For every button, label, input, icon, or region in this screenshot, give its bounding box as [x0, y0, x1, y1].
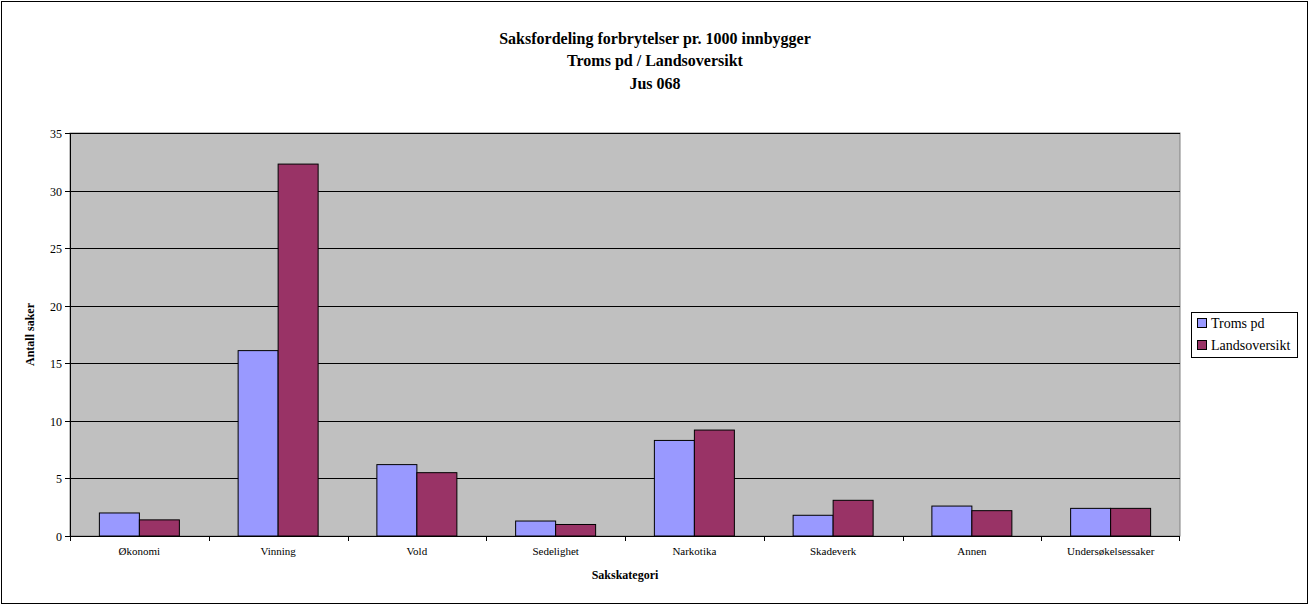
- chart-frame: [2, 2, 1308, 604]
- legend-box: [1192, 313, 1298, 358]
- x-axis-label: Sakskategori: [592, 568, 659, 582]
- x-tick-label: Annen: [957, 545, 987, 557]
- y-tick-label: 25: [50, 242, 62, 256]
- x-tick-label: Sedelighet: [532, 545, 578, 557]
- grid-line: [70, 421, 1180, 422]
- legend-label: Troms pd: [1211, 316, 1265, 331]
- bar: [1111, 508, 1151, 536]
- bar: [972, 511, 1012, 536]
- x-tick: [903, 536, 904, 541]
- y-tick-label: 15: [50, 357, 62, 371]
- y-axis: [70, 133, 71, 536]
- bar: [417, 473, 457, 536]
- grid-line: [70, 306, 1180, 307]
- bar: [238, 351, 278, 536]
- y-tick: [65, 478, 70, 479]
- x-tick-label: Undersøkelsessaker: [1067, 545, 1155, 557]
- y-tick-label: 0: [56, 530, 62, 544]
- grid-line: [70, 478, 1180, 479]
- y-axis-label: Antall saker: [23, 302, 37, 366]
- bar: [377, 465, 417, 536]
- x-tick: [625, 536, 626, 541]
- bar: [516, 521, 556, 536]
- x-tick: [1179, 536, 1180, 541]
- bar: [694, 430, 734, 536]
- bar: [1071, 508, 1111, 536]
- legend-swatch: [1198, 319, 1207, 328]
- y-tick-label: 35: [50, 127, 62, 141]
- x-tick: [348, 536, 349, 541]
- x-tick: [209, 536, 210, 541]
- bar: [278, 164, 318, 536]
- plot-area: [70, 133, 1180, 536]
- bar: [654, 440, 694, 536]
- legend-swatch: [1198, 341, 1207, 350]
- grid-line: [70, 133, 1180, 134]
- x-tick: [764, 536, 765, 541]
- grid-line: [70, 248, 1180, 249]
- bars: [99, 164, 1150, 536]
- bar: [99, 513, 139, 536]
- chart-subtitle: Troms pd / Landsoversikt: [567, 52, 744, 70]
- y-tick: [65, 536, 70, 537]
- x-tick: [486, 536, 487, 541]
- grid-line: [70, 191, 1180, 192]
- x-tick: [70, 536, 71, 541]
- chart-title: Saksfordeling forbrytelser pr. 1000 innb…: [499, 30, 811, 48]
- y-tick-label: 30: [50, 185, 62, 199]
- y-tick: [65, 248, 70, 249]
- bar: [833, 500, 873, 536]
- bar: [932, 506, 972, 536]
- legend-label: Landsoversikt: [1211, 338, 1290, 353]
- y-tick: [65, 133, 70, 134]
- y-tick: [65, 191, 70, 192]
- y-tick: [65, 306, 70, 307]
- chart-svg: 0 5 10 15 20 25 30 35 Økonomi Vinning Vold Sedeligh…: [0, 0, 1309, 606]
- grid-line: [70, 363, 1180, 364]
- x-tick-label: Vold: [407, 545, 428, 557]
- legend: Troms pd Landsoversikt: [1192, 313, 1298, 358]
- x-tick: [1041, 536, 1042, 541]
- y-tick-label: 10: [50, 415, 62, 429]
- x-tick-label: Skadeverk: [810, 545, 857, 557]
- y-tick: [65, 363, 70, 364]
- y-tick: [65, 421, 70, 422]
- bar: [793, 515, 833, 536]
- x-tick-label: Vinning: [260, 545, 296, 557]
- y-tick-label: 5: [56, 472, 62, 486]
- x-tick-label: Økonomi: [119, 545, 161, 557]
- x-tick-label: Narkotika: [672, 545, 716, 557]
- y-tick-label: 20: [50, 300, 62, 314]
- chart-container: 0 5 10 15 20 25 30 35 Økonomi Vinning Vold Sedeligh…: [0, 0, 1309, 606]
- chart-subtitle: Jus 068: [629, 75, 680, 92]
- bar: [556, 524, 596, 536]
- bar: [139, 520, 179, 536]
